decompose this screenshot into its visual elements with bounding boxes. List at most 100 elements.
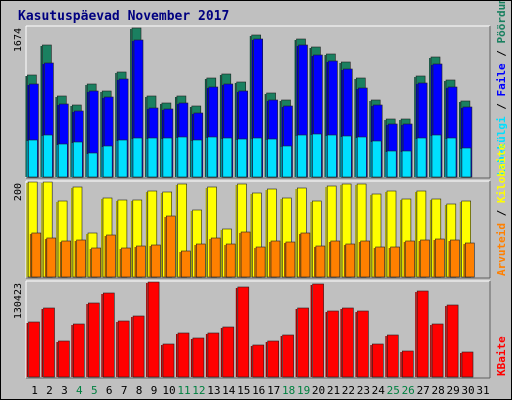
x-tick-label-day-20: 20 bbox=[312, 384, 325, 397]
y-max-label-panel-2: 200 bbox=[13, 183, 24, 201]
bar-kbaite-day-24 bbox=[370, 343, 384, 378]
bar-kbaite-day-12 bbox=[190, 337, 205, 378]
bar-kbaite-day-4 bbox=[71, 323, 85, 378]
bar-leheklgi-day-2 bbox=[41, 134, 53, 178]
bar-kbaite-day-15 bbox=[235, 286, 250, 378]
bar-leheklgi-day-7 bbox=[116, 139, 128, 178]
bar-kbaite-day-30 bbox=[460, 351, 474, 378]
x-tick-label-day-15: 15 bbox=[237, 384, 250, 397]
bar-kbaite-day-19 bbox=[295, 307, 309, 378]
bar-kbaite-day-26 bbox=[400, 350, 414, 378]
bar-arvuteid-day-28 bbox=[433, 238, 445, 278]
legend-item: Arvuteid bbox=[495, 223, 508, 276]
bar-arvuteid-day-3 bbox=[59, 240, 72, 278]
bar-arvuteid-day-7 bbox=[119, 247, 131, 278]
x-tick-label-day-5: 5 bbox=[91, 384, 98, 397]
bar-kbaite-day-8 bbox=[131, 315, 145, 378]
bar-kbaite-day-3 bbox=[56, 340, 70, 378]
bar-kbaite-day-27 bbox=[415, 290, 429, 378]
x-tick-label-day-18: 18 bbox=[282, 384, 295, 397]
bar-kbaite-day-29 bbox=[445, 304, 459, 378]
bar-leheklgi-day-9 bbox=[146, 137, 158, 178]
legend-item: KBaite bbox=[495, 336, 508, 376]
bar-leheklgi-day-24 bbox=[370, 140, 382, 178]
bar-leheklgi-day-18 bbox=[280, 145, 292, 178]
bar-kbaite-day-14 bbox=[220, 326, 235, 378]
bar-arvuteid-day-24 bbox=[373, 246, 385, 278]
legend-separator: / bbox=[495, 97, 508, 117]
bar-kbaite-day-23 bbox=[355, 310, 369, 378]
bar-kbaite-day-10 bbox=[161, 343, 175, 378]
bar-kbaite-day-5 bbox=[86, 302, 100, 378]
bar-leheklgi-day-20 bbox=[310, 133, 322, 178]
legend-separator: / bbox=[495, 44, 508, 64]
bar-arvuteid-day-9 bbox=[149, 244, 161, 278]
bar-leheklgi-day-11 bbox=[175, 136, 188, 178]
bar-arvuteid-day-6 bbox=[104, 234, 116, 278]
bar-leheklgi-day-8 bbox=[131, 137, 143, 178]
bar-leheklgi-day-1 bbox=[26, 139, 38, 178]
bar-arvuteid-day-15 bbox=[239, 231, 251, 278]
y-max-label-panel-3: 130423 bbox=[13, 283, 24, 319]
x-tick-label-day-27: 27 bbox=[417, 384, 430, 397]
x-tick-label-day-17: 17 bbox=[267, 384, 280, 397]
bar-leheklgi-day-6 bbox=[101, 145, 113, 178]
bar-arvuteid-day-12 bbox=[194, 243, 206, 278]
bar-leheklgi-day-16 bbox=[250, 137, 262, 178]
bar-arvuteid-day-22 bbox=[343, 243, 356, 278]
bar-arvuteid-day-23 bbox=[358, 240, 371, 278]
bar-leheklgi-day-30 bbox=[459, 147, 472, 178]
bar-kbaite-day-22 bbox=[340, 307, 354, 378]
bar-arvuteid-day-5 bbox=[89, 247, 101, 278]
x-tick-label-day-21: 21 bbox=[327, 384, 340, 397]
bar-arvuteid-day-16 bbox=[254, 246, 266, 278]
bar-arvuteid-day-20 bbox=[313, 245, 326, 278]
x-tick-label-day-25: 25 bbox=[387, 384, 400, 397]
legend-item: Pöördumisi bbox=[495, 1, 508, 44]
bar-kbaite-day-2 bbox=[41, 307, 55, 378]
bar-kbaite-day-11 bbox=[176, 332, 190, 378]
x-tick-label-day-7: 7 bbox=[121, 384, 128, 397]
y-max-label-panel-1: 1674 bbox=[13, 28, 24, 52]
x-tick-label-day-1: 1 bbox=[31, 384, 38, 397]
bar-arvuteid-day-4 bbox=[74, 239, 86, 278]
bar-leheklgi-day-13 bbox=[205, 136, 218, 178]
bar-kbaite-day-18 bbox=[280, 334, 294, 378]
bar-leheklgi-day-10 bbox=[160, 137, 173, 178]
x-tick-label-day-12: 12 bbox=[192, 384, 205, 397]
bar-arvuteid-day-27 bbox=[418, 239, 430, 278]
bar-leheklgi-day-3 bbox=[56, 143, 68, 178]
bar-leheklgi-day-27 bbox=[415, 137, 427, 178]
bar-arvuteid-day-21 bbox=[328, 240, 341, 278]
bar-leheklgi-day-25 bbox=[385, 150, 397, 178]
x-tick-label-day-9: 9 bbox=[151, 384, 158, 397]
x-tick-label-day-13: 13 bbox=[207, 384, 220, 397]
bar-arvuteid-day-30 bbox=[463, 242, 475, 278]
x-tick-label-day-24: 24 bbox=[372, 384, 386, 397]
legend-item: Faile bbox=[495, 63, 508, 96]
bar-arvuteid-day-25 bbox=[388, 246, 400, 278]
bar-arvuteid-day-29 bbox=[448, 239, 460, 278]
bar-kbaite-day-16 bbox=[250, 344, 265, 378]
bar-leheklgi-day-26 bbox=[400, 150, 412, 178]
legend-panel-1: Lehekülgi / Faile / Pöördumisi bbox=[495, 1, 508, 176]
bar-leheklgi-day-17 bbox=[265, 138, 277, 178]
x-tick-label-day-11: 11 bbox=[177, 384, 190, 397]
x-tick-label-day-28: 28 bbox=[431, 384, 444, 397]
bar-leheklgi-day-29 bbox=[445, 137, 457, 178]
x-tick-label-day-8: 8 bbox=[136, 384, 143, 397]
bar-kbaite-day-20 bbox=[310, 283, 324, 378]
x-tick-label-day-26: 26 bbox=[402, 384, 415, 397]
bar-kbaite-day-1 bbox=[26, 321, 40, 378]
bar-kbaite-day-7 bbox=[116, 320, 130, 378]
page-title: Kasutuspäevad November 2017 bbox=[18, 9, 230, 24]
bar-leheklgi-day-12 bbox=[190, 139, 203, 178]
x-tick-label-day-10: 10 bbox=[162, 384, 175, 397]
bar-leheklgi-day-22 bbox=[340, 135, 352, 178]
legend-item: Lehekülgi bbox=[495, 116, 508, 176]
bar-arvuteid-day-8 bbox=[134, 245, 146, 278]
bar-leheklgi-day-19 bbox=[295, 134, 307, 178]
bar-arvuteid-day-17 bbox=[269, 240, 281, 278]
x-tick-label-day-31: 31 bbox=[476, 384, 489, 397]
